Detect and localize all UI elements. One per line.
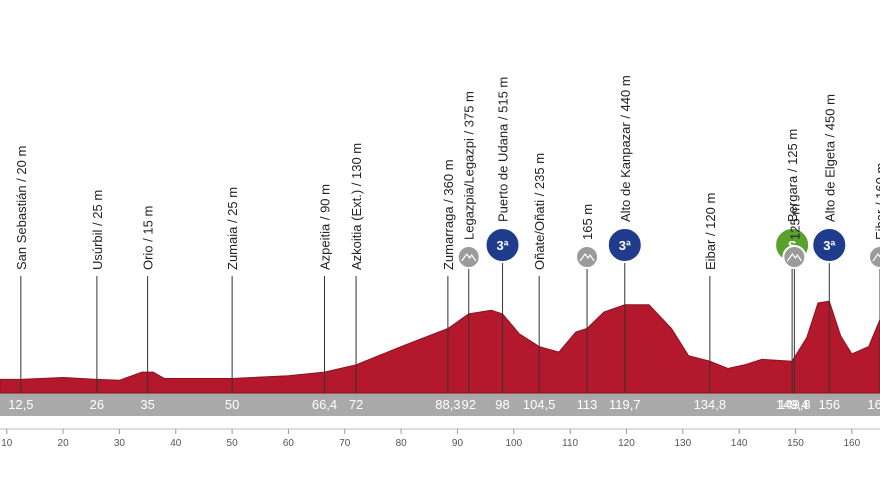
waypoint-badge (868, 245, 880, 269)
badge-text: 3ª (619, 238, 631, 253)
km-label: 88,3 (435, 397, 460, 412)
km-label: 66,4 (312, 397, 337, 412)
km-label: 104,5 (523, 397, 556, 412)
badge-text: 3ª (497, 238, 509, 253)
elevation-area (0, 300, 880, 394)
mountain-icon (461, 252, 477, 262)
x-tick-label: 40 (170, 438, 182, 449)
waypoint-label: Alto de Kanpazar / 440 m (618, 75, 633, 222)
x-tick-label: 90 (452, 438, 464, 449)
x-tick-label: 80 (396, 438, 408, 449)
badge-text: 3ª (823, 238, 835, 253)
waypoint-label: Zumaia / 25 m (225, 187, 240, 270)
km-label: 72 (349, 397, 363, 412)
waypoint-label: Bergara / 125 m (785, 129, 800, 222)
waypoint-label: Oñate/Oñati / 235 m (532, 153, 547, 270)
waypoint-label: Azkoitia (Ext.) / 130 m (349, 143, 364, 270)
km-label: 149,8 (778, 397, 811, 412)
waypoint-label: Zumarraga / 360 m (441, 159, 456, 270)
x-tick-label: 130 (674, 438, 691, 449)
waypoint-label: Eibar / 120 m (703, 193, 718, 270)
km-label: 156 (818, 397, 840, 412)
mountain-icon (872, 252, 880, 262)
km-label: 165, (867, 397, 880, 412)
km-label: 50 (225, 397, 239, 412)
km-label: 119,7 (609, 397, 641, 412)
waypoint-label: Azpeitia / 90 m (318, 184, 333, 270)
km-label: 12,5 (8, 397, 33, 412)
mountain-icon (579, 252, 595, 262)
km-label: 92 (461, 397, 475, 412)
waypoint-badge (606, 227, 643, 263)
x-tick-label: 150 (787, 438, 804, 449)
x-tick-label: 50 (227, 438, 239, 449)
waypoint-badge (811, 227, 848, 263)
waypoint-label: Usúrbil / 25 m (90, 190, 105, 270)
x-tick-label: 110 (562, 438, 578, 449)
waypoint-label: Legazpia/Legazpi / 375 m (462, 91, 477, 240)
waypoint-label: 165 m (580, 204, 595, 240)
x-tick-label: 100 (505, 438, 522, 449)
waypoint-badge (484, 227, 521, 263)
waypoint-label: Orio / 15 m (141, 206, 156, 270)
x-tick-label: 120 (618, 438, 635, 449)
x-tick-label: 60 (283, 438, 295, 449)
x-tick-label: 160 (843, 438, 860, 449)
km-label: 98 (495, 397, 509, 412)
waypoint-label: Alto de Elgeta / 450 m (822, 94, 837, 222)
waypoint-label: Eibar / 160 m (873, 163, 880, 240)
x-tick-label: 10 (1, 438, 13, 449)
mountain-icon (786, 252, 802, 262)
waypoint-label: Puerto de Udana / 515 m (496, 77, 511, 222)
km-label: 134,8 (694, 397, 727, 412)
km-label: 113 (577, 397, 598, 412)
x-tick-label: 30 (114, 438, 126, 449)
km-label: 35 (140, 397, 154, 412)
km-label: 26 (90, 397, 104, 412)
km-band (0, 393, 880, 416)
waypoint-label: San Sebastián / 20 m (14, 146, 29, 270)
waypoint-label: 125 m (787, 204, 802, 240)
x-tick-label: 140 (731, 438, 748, 449)
x-tick-label: 70 (339, 438, 351, 449)
x-tick-label: 20 (58, 438, 70, 449)
km-label: 149,4 (776, 397, 809, 412)
